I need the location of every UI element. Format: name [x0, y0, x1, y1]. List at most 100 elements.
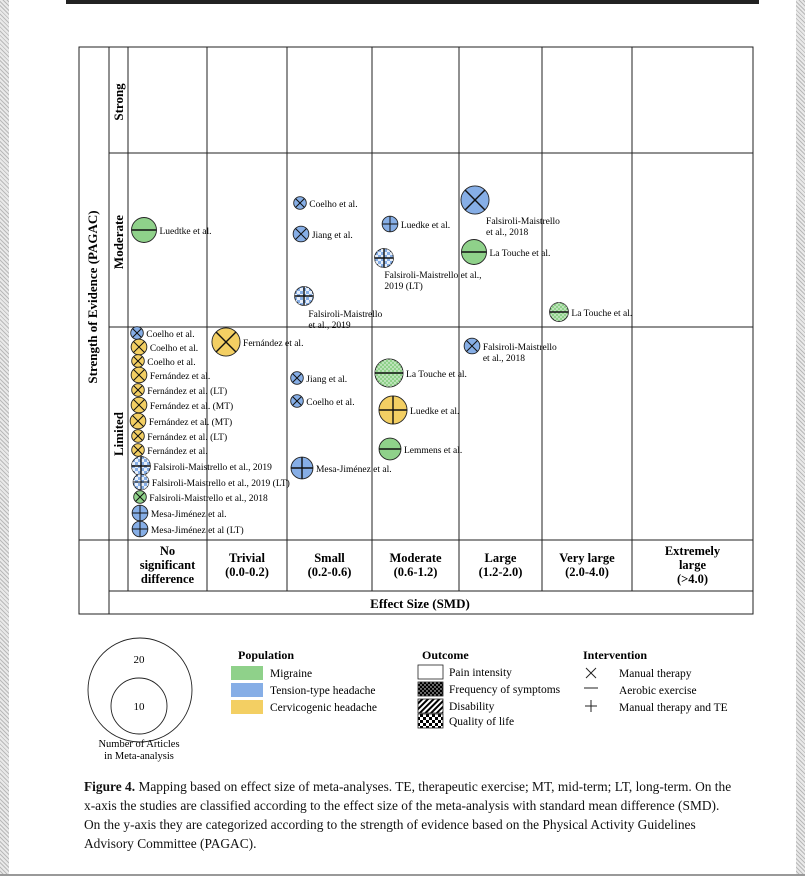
- population-swatch-cervicogenic: [231, 700, 263, 714]
- outcome-label-frequency: Frequency of symptoms: [449, 684, 561, 696]
- study-label: Mesa-Jiménez et al.: [316, 465, 392, 475]
- study-bubble: Jiang et al.: [292, 225, 353, 243]
- study-label: Falsiroli-Maistrello: [483, 343, 557, 353]
- study-label: et al., 2018: [486, 228, 528, 238]
- manual-therapy-mark: [215, 331, 237, 353]
- manual-therapy-mark: [133, 431, 143, 441]
- size-legend-caption-line1: Number of Articles: [98, 739, 179, 750]
- study-label: Fernández et al.: [147, 447, 207, 457]
- manual-therapy-mark: [295, 228, 307, 240]
- study-label: et al., 2019: [308, 321, 350, 331]
- population-label-migraine: Migraine: [270, 668, 312, 680]
- population-legend: Population Migraine Tension-type headach…: [231, 648, 377, 714]
- study-bubble: Falsiroli-Maistrello et al., 2019 (LT): [132, 473, 290, 491]
- column-header-6-line-2: (>4.0): [677, 572, 708, 586]
- manual-therapy-mark: [133, 399, 145, 411]
- study-label: Fernández et al. (MT): [149, 417, 232, 428]
- study-bubble: La Touche et al.: [549, 302, 632, 322]
- left-page-edge: [0, 0, 9, 876]
- manual-therapy-mark: [133, 385, 143, 395]
- population-swatch-migraine: [231, 666, 263, 680]
- study-label: 2019 (LT): [384, 281, 422, 292]
- combined-therapy-icon: [585, 700, 597, 712]
- study-label: Fernández et al.: [150, 372, 210, 382]
- manual-therapy-mark: [292, 373, 302, 383]
- right-page-edge: [796, 0, 805, 876]
- column-header-4-line-1: (1.2-2.0): [479, 565, 523, 579]
- manual-therapy-mark: [135, 492, 145, 502]
- column-header-4-line-0: Large: [485, 551, 517, 565]
- column-header-2-line-0: Small: [314, 551, 345, 565]
- row-label-moderate: Moderate: [111, 215, 126, 269]
- study-bubble: Luedtke et al.: [131, 217, 212, 243]
- x-axis-title: Effect Size (SMD): [370, 596, 470, 611]
- size-legend-circle-20: [87, 637, 193, 743]
- study-label: Fernández et al. (MT): [150, 401, 233, 412]
- study-bubble: Mesa-Jiménez et al (LT): [131, 520, 244, 538]
- study-label: Falsiroli-Maistrello et al., 2019: [153, 463, 272, 473]
- manual-therapy-mark: [133, 341, 145, 353]
- row-label-limited: Limited: [111, 411, 126, 456]
- study-label: Falsiroli-Maistrello: [486, 217, 560, 227]
- study-label: Luedtke et al.: [160, 227, 212, 237]
- manual-therapy-icon: [585, 667, 597, 679]
- column-header-3-line-0: Moderate: [389, 551, 442, 565]
- study-label: Falsiroli-Maistrello: [308, 310, 382, 320]
- study-bubble: Coelho et al.: [130, 338, 198, 356]
- study-bubble: Fernández et al.: [211, 327, 303, 357]
- study-label: Fernández et al. (LT): [147, 386, 227, 397]
- population-legend-title: Population: [238, 648, 294, 662]
- study-bubble: Falsiroli-Maistrello et al., 2018: [133, 490, 268, 504]
- study-bubble: Fernández et al. (MT): [129, 412, 232, 430]
- study-label: Jiang et al.: [306, 375, 347, 385]
- study-bubble: Jiang et al.: [290, 371, 347, 385]
- outcome-label-qol: Quality of life: [449, 716, 514, 728]
- manual-therapy-mark: [132, 415, 144, 427]
- outcome-swatch-disability: [417, 698, 444, 714]
- outcome-swatch-frequency: [417, 681, 444, 697]
- study-bubble: Lemmens et al.: [378, 437, 462, 461]
- manual-therapy-mark: [133, 356, 143, 366]
- study-label: Coelho et al.: [146, 330, 194, 340]
- chart-border: [78, 46, 754, 615]
- study-label: et al., 2018: [483, 354, 525, 364]
- study-bubble: Fernández et al. (LT): [131, 383, 227, 397]
- size-legend-value-20: 20: [134, 654, 146, 666]
- study-bubble: Fernández et al.: [131, 443, 208, 457]
- evidence-map-figure: Strength of Evidence (PAGAC) Strong Mode…: [78, 46, 754, 762]
- column-header-2-line-1: (0.2-0.6): [308, 565, 352, 579]
- caption-text: Mapping based on effect size of meta-ana…: [84, 779, 732, 851]
- column-header-0-line-2: difference: [141, 572, 195, 586]
- column-header-3-line-1: (0.6-1.2): [394, 565, 438, 579]
- size-legend: 20 10 Number of Articles in Meta-analysi…: [87, 637, 193, 762]
- intervention-legend: Intervention Manual therapy Aerobic exer…: [583, 648, 728, 714]
- manual-therapy-mark: [292, 396, 302, 406]
- study-label: Coelho et al.: [309, 200, 357, 210]
- study-bubble: Mesa-Jiménez et al.: [290, 456, 392, 480]
- row-label-strong: Strong: [111, 83, 126, 121]
- column-header-0-line-0: No: [160, 544, 175, 558]
- column-header-1-line-1: (0.0-0.2): [225, 565, 269, 579]
- study-label: Falsiroli-Maistrello et al., 2018: [149, 494, 268, 504]
- outcome-swatch-pain: [417, 664, 444, 680]
- study-bubble: Coelho et al.: [130, 326, 195, 340]
- manual-therapy-mark: [466, 340, 478, 352]
- study-label: Coelho et al.: [150, 344, 198, 354]
- population-label-cervicogenic: Cervicogenic headache: [270, 702, 377, 714]
- column-header-6-line-1: large: [679, 558, 707, 572]
- column-header-5-line-1: (2.0-4.0): [565, 565, 609, 579]
- study-label: La Touche et al.: [571, 309, 632, 319]
- study-label: Jiang et al.: [312, 231, 353, 241]
- study-bubbles: Luedtke et al. Coelho et al. Jiang et al. F…: [129, 185, 632, 538]
- study-bubble: La Touche et al.: [374, 358, 467, 388]
- study-label: Fernández et al. (LT): [147, 432, 227, 443]
- study-label: La Touche et al.: [490, 249, 551, 259]
- study-bubble: Falsiroli-Maistrello et al., 2019: [131, 456, 272, 476]
- figure-caption: Figure 4. Mapping based on effect size o…: [84, 777, 732, 853]
- intervention-legend-title: Intervention: [583, 648, 647, 662]
- manual-therapy-mark: [133, 369, 145, 381]
- study-bubble: Falsiroli-Maistrello et al.,2019 (LT): [374, 248, 481, 292]
- study-bubble: La Touche et al.: [461, 239, 551, 265]
- study-bubble: Coelho et al.: [290, 394, 355, 408]
